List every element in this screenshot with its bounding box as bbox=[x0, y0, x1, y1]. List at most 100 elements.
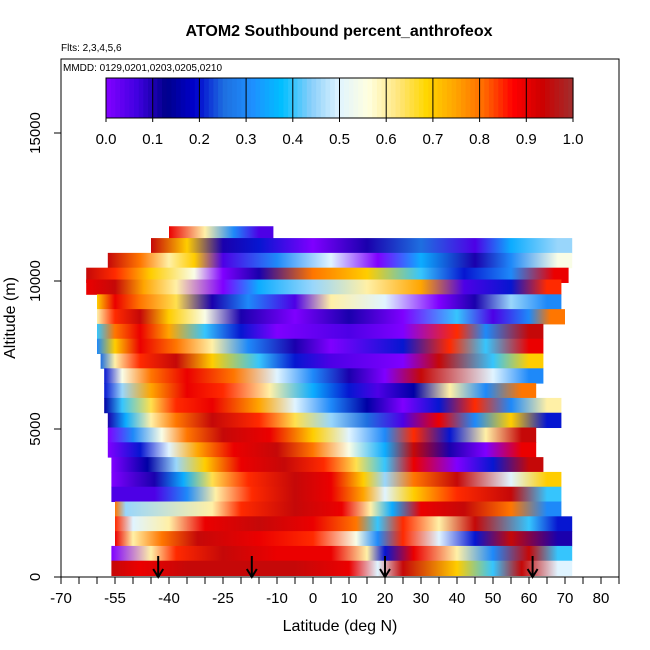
y-tick-label: 10000 bbox=[27, 260, 44, 302]
dates-note: MMDD: 0129,0201,0203,0205,0210 bbox=[63, 63, 222, 74]
colorbar-cell bbox=[563, 78, 569, 118]
colorbar-cell bbox=[334, 78, 341, 118]
colorbar: 0.0 0.1 0.2 0.3 0.4 0.5 0.6 0.7 0.8 0.9 1.0 bbox=[96, 77, 583, 148]
heatmap-band bbox=[104, 368, 544, 384]
colorbar-cell bbox=[204, 78, 210, 118]
chart-title: ATOM2 Southbound percent_anthrofeox bbox=[186, 23, 493, 40]
colorbar-cell bbox=[390, 78, 397, 118]
colorbar-cell bbox=[241, 78, 247, 118]
colorbar-cell bbox=[134, 78, 140, 118]
colorbar-cell bbox=[395, 78, 401, 118]
colorbar-cell bbox=[498, 78, 504, 118]
colorbar-tick-label: 0.0 bbox=[96, 131, 117, 148]
colorbar-tick-label: 0.9 bbox=[516, 131, 537, 148]
heatmap-band bbox=[107, 442, 537, 458]
x-tick-label: 80 bbox=[593, 590, 610, 607]
y-tick-label: 0 bbox=[27, 573, 44, 581]
colorbar-cell bbox=[232, 78, 238, 118]
x-tick-label: 60 bbox=[521, 590, 538, 607]
colorbar-cell bbox=[138, 78, 144, 118]
heatmap-band bbox=[104, 383, 537, 399]
colorbar-cell bbox=[255, 78, 261, 118]
colorbar-tick-label: 0.3 bbox=[236, 131, 257, 148]
x-tick-label: 20 bbox=[377, 590, 394, 607]
colorbar-cell bbox=[530, 78, 537, 118]
colorbar-cell bbox=[367, 78, 373, 118]
colorbar-cell bbox=[180, 78, 186, 118]
heatmap-band bbox=[97, 309, 565, 325]
colorbar-cell bbox=[269, 78, 275, 118]
flights-note: Flts: 2,3,4,5,6 bbox=[61, 43, 122, 54]
colorbar-cell bbox=[227, 78, 233, 118]
colorbar-cell bbox=[292, 78, 299, 118]
colorbar-cell bbox=[474, 78, 481, 118]
x-tick-label: 70 bbox=[557, 590, 574, 607]
colorbar-cell bbox=[558, 78, 565, 118]
y-tick-label: 5000 bbox=[27, 412, 44, 445]
colorbar-cell bbox=[278, 78, 285, 118]
colorbar-cell bbox=[437, 78, 443, 118]
heatmap-band bbox=[169, 226, 274, 242]
colorbar-cell bbox=[185, 78, 191, 118]
colorbar-tick-label: 0.4 bbox=[282, 131, 303, 148]
colorbar-cell bbox=[554, 78, 560, 118]
heatmap-band bbox=[97, 294, 562, 310]
x-tick-label: -55 bbox=[104, 590, 126, 607]
heatmap-band bbox=[111, 471, 562, 488]
heatmap-band bbox=[107, 412, 562, 429]
colorbar-cell bbox=[302, 78, 308, 118]
colorbar-cell bbox=[320, 78, 327, 118]
colorbar-cell bbox=[381, 78, 387, 118]
colorbar-cell bbox=[549, 78, 555, 118]
colorbar-cell bbox=[222, 78, 229, 118]
colorbar-cell bbox=[260, 78, 266, 118]
colorbar-cell bbox=[199, 78, 205, 118]
heatmap-band bbox=[111, 560, 573, 577]
colorbar-cell bbox=[456, 78, 462, 118]
colorbar-cell bbox=[516, 78, 523, 118]
colorbar-cell bbox=[208, 78, 215, 118]
colorbar-tick-label: 0.2 bbox=[189, 131, 210, 148]
y-axis-label: Altitude (m) bbox=[2, 277, 19, 359]
colorbar-cell bbox=[372, 78, 378, 118]
heatmap-band bbox=[97, 338, 544, 355]
colorbar-cell bbox=[148, 78, 154, 118]
x-tick-label: -70 bbox=[50, 590, 72, 607]
colorbar-cell bbox=[325, 78, 331, 118]
colorbar-tick-label: 0.5 bbox=[329, 131, 350, 148]
heatmap-band bbox=[111, 545, 573, 562]
colorbar-cell bbox=[218, 78, 224, 118]
heatmap-band bbox=[104, 397, 562, 414]
colorbar-cell bbox=[479, 78, 485, 118]
colorbar-cell bbox=[432, 78, 439, 118]
colorbar-tick-label: 0.8 bbox=[469, 131, 490, 148]
colorbar-cell bbox=[311, 78, 317, 118]
colorbar-cell bbox=[250, 78, 257, 118]
colorbar-cell bbox=[512, 78, 518, 118]
heatmap-band bbox=[107, 252, 573, 269]
colorbar-cell bbox=[376, 78, 383, 118]
colorbar-cell bbox=[362, 78, 369, 118]
colorbar-cell bbox=[446, 78, 453, 118]
colorbar-cell bbox=[106, 78, 112, 118]
colorbar-cell bbox=[288, 78, 294, 118]
colorbar-cell bbox=[423, 78, 429, 118]
colorbar-cell bbox=[535, 78, 541, 118]
colorbar-cell bbox=[400, 78, 406, 118]
y-tick-label: 15000 bbox=[27, 112, 44, 154]
colorbar-cell bbox=[348, 78, 355, 118]
colorbar-cell bbox=[544, 78, 551, 118]
heatmap-band bbox=[115, 501, 562, 517]
heatmap-band bbox=[151, 238, 573, 254]
colorbar-cell bbox=[418, 78, 425, 118]
colorbar-cell bbox=[152, 78, 158, 118]
colorbar-cell bbox=[129, 78, 135, 118]
heatmap-band bbox=[97, 323, 544, 340]
x-axis-label: Latitude (deg N) bbox=[283, 618, 398, 635]
colorbar-cell bbox=[124, 78, 130, 118]
x-tick-label: 40 bbox=[449, 590, 466, 607]
colorbar-cell bbox=[115, 78, 121, 118]
colorbar-cell bbox=[283, 78, 289, 118]
colorbar-tick-label: 0.1 bbox=[142, 131, 163, 148]
